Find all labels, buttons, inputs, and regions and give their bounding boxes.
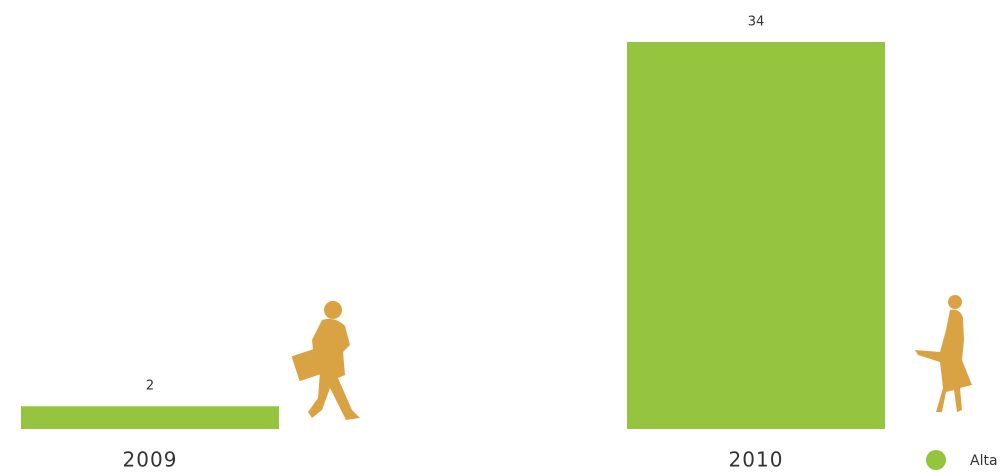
figure-man (291, 301, 360, 420)
bar (627, 42, 885, 429)
x-tick-label: 2009 (123, 448, 178, 472)
value-label: 2 (146, 379, 154, 394)
value-label: 34 (748, 15, 765, 30)
legend-label: Alta (970, 453, 998, 469)
bar (21, 406, 279, 429)
legend-swatch (926, 450, 946, 470)
x-tick-label: 2010 (729, 448, 784, 472)
figure-woman (915, 295, 972, 412)
